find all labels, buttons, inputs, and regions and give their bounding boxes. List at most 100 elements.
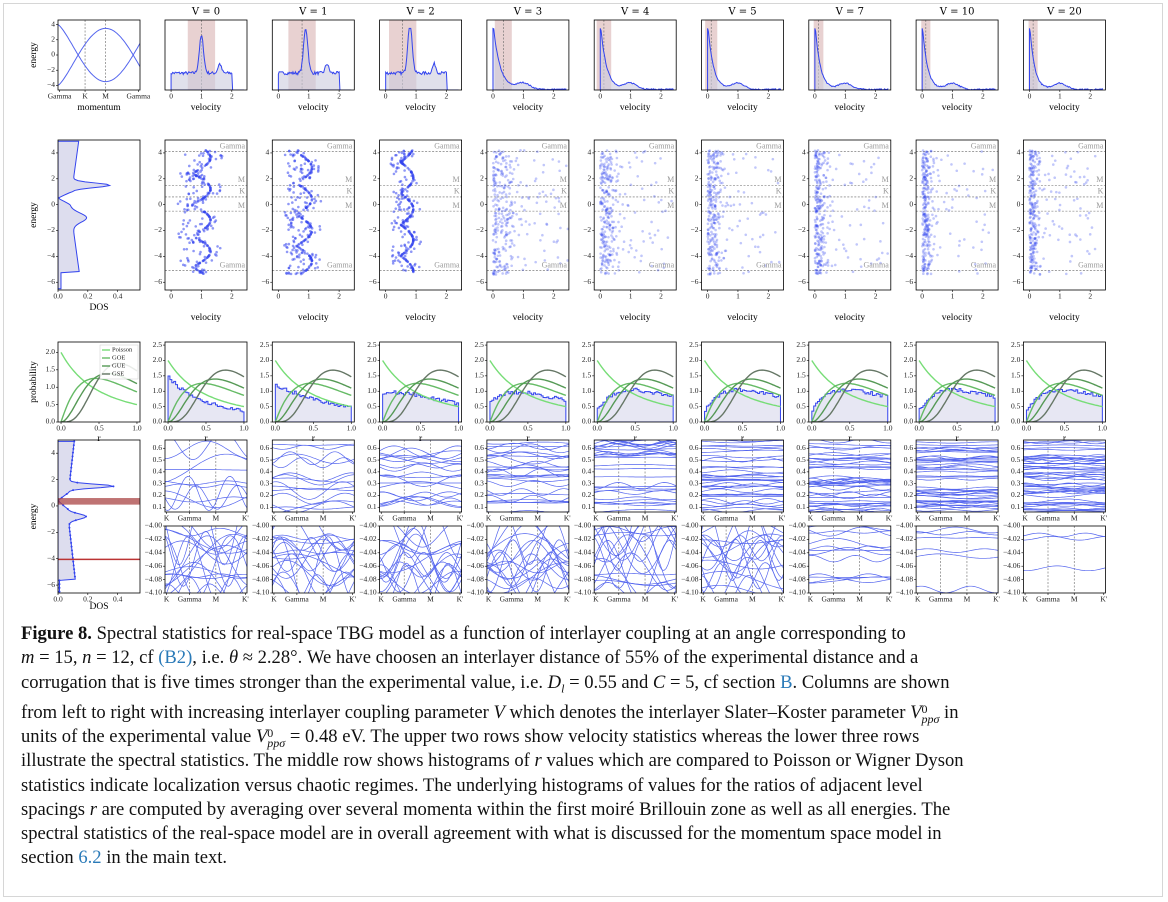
scatter-point [393,226,396,229]
scatter-point [403,225,406,228]
scatter-point [194,225,197,228]
scatter-point [288,243,291,246]
scatter-point [927,227,930,230]
x-tick-label: 0.5 [952,424,962,433]
x-tick-label: M [964,514,971,523]
scatter-point [290,196,293,199]
scatter-point [815,228,818,231]
y-tick-label: −4.04 [681,548,699,557]
y-tick-label: −4 [1012,251,1020,260]
scatter-point [819,219,822,222]
scatter-point [1070,157,1073,160]
scatter-point [724,205,727,208]
link[interactable]: 6.2 [78,847,101,868]
y-axis-label: probability [29,361,39,403]
y-tick-label: 2.0 [689,355,699,364]
distribution [815,28,888,90]
scatter-point [630,247,633,250]
scatter-point [743,191,746,194]
scatter-point [928,196,931,199]
y-tick-label: −2 [691,225,699,234]
band [272,535,354,539]
y-tick-label: 0 [480,199,484,208]
scatter-point [523,258,526,261]
scatter-point [286,246,289,249]
band [165,497,247,502]
scatter-point [604,272,607,275]
scatter-point [557,213,560,216]
scatter-point [720,259,723,262]
scatter-point [498,269,501,272]
scatter-point [1030,227,1033,230]
plot-area [1023,440,1105,512]
x-tick-label: K [164,514,170,523]
x-tick-label: K [808,595,814,604]
scatter-point [315,200,318,203]
scatter-point [205,261,208,264]
x-axis-label: velocity [298,313,329,323]
y-tick-label: 0.4 [582,467,592,476]
scatter-point [511,242,514,245]
band [809,548,891,555]
band [487,500,569,502]
scatter-point [718,227,721,230]
dos-point [112,485,114,487]
x-tick-label: M [213,595,220,604]
scatter-point [831,265,834,268]
scatter-point [293,246,296,249]
scatter-point [819,201,822,204]
scatter-point [296,196,299,199]
scatter-point [522,268,525,271]
y-tick-label: 2 [51,174,55,183]
scatter-point [823,246,826,249]
scatter-point [823,152,826,155]
scatter-point [1069,260,1072,263]
band [916,537,998,538]
scatter-point [415,238,418,241]
scatter-point [1086,167,1089,170]
scatter-point [411,211,414,214]
scatter-point [519,149,522,152]
plot-area [171,20,244,90]
scatter-point [819,259,822,262]
y-tick-label: −6 [369,277,377,286]
scatter-point [511,203,514,206]
y-tick-label: −4 [476,251,484,260]
band [916,445,998,446]
y-tick-label: 0.6 [153,443,163,452]
y-tick-label: 4 [1017,148,1021,157]
y-tick-label: 0.0 [689,417,699,426]
figure-label: Figure 8. [21,623,92,644]
annotation: K [561,187,567,196]
scatter-point [718,268,721,271]
scatter-point [826,163,829,166]
scatter-point [289,226,292,229]
y-tick-label: 0.0 [904,417,914,426]
scatter-point [819,167,822,170]
scatter-point [189,180,192,183]
scatter-point [747,270,750,273]
y-tick-label: −2 [47,225,55,234]
scatter-point [300,164,303,167]
scatter-point [290,221,293,224]
y-tick-label: −4.04 [359,548,377,557]
x-tick-label: 0.0 [807,424,817,433]
scatter-point [1036,229,1039,232]
x-tick-label: Gamma [178,514,202,523]
scatter-point [615,252,618,255]
scatter-point [497,223,500,226]
y-tick-label: 1.5 [582,371,592,380]
scatter-point [708,265,711,268]
scatter-point [288,267,291,270]
link[interactable]: B [780,672,792,693]
scatter-point [849,162,852,165]
scatter-point [203,183,206,186]
scatter-point [935,222,938,225]
x-tick-label: 0 [706,92,710,101]
scatter-point [508,246,511,249]
link[interactable]: (B2) [158,647,192,668]
column-title: V = 3 [513,7,542,18]
scatter-point [821,245,824,248]
scatter-point [502,215,505,218]
band [1023,449,1105,450]
